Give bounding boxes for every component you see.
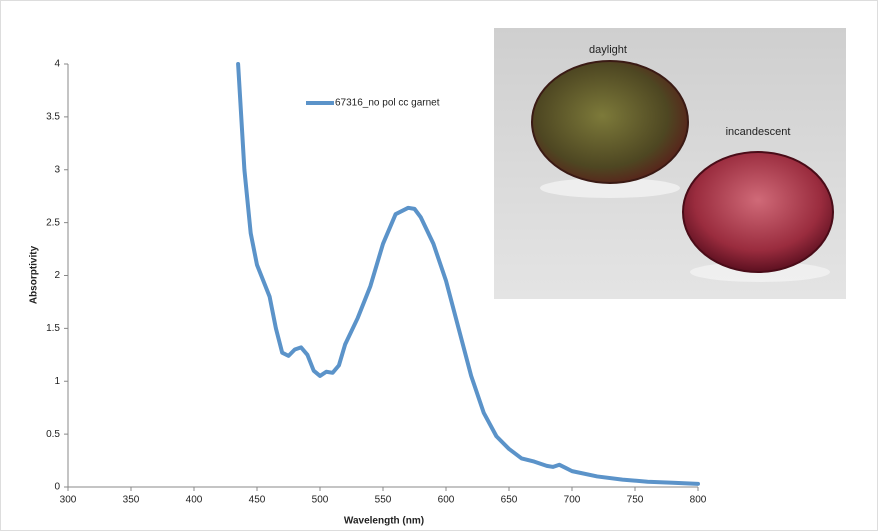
y-tick-label: 1.5 xyxy=(46,323,60,334)
x-tick-label: 800 xyxy=(690,495,707,506)
page: {"chart_data": {"type": "line", "xlabel"… xyxy=(0,0,878,531)
x-tick-label: 750 xyxy=(627,495,644,506)
y-tick-label: 1 xyxy=(54,376,60,387)
y-tick-label: 4 xyxy=(54,59,60,70)
y-tick-label: 0.5 xyxy=(46,429,60,440)
x-tick-label: 450 xyxy=(249,495,266,506)
x-tick-label: 500 xyxy=(312,495,329,506)
x-tick-label: 400 xyxy=(186,495,203,506)
y-tick-label: 2 xyxy=(54,270,60,281)
x-axis-label: Wavelength (nm) xyxy=(344,516,424,527)
x-tick-label: 350 xyxy=(123,495,140,506)
legend-label: 67316_no pol cc garnet xyxy=(335,98,440,109)
x-tick-label: 700 xyxy=(564,495,581,506)
x-tick-label: 650 xyxy=(501,495,518,506)
chart: daylight incandescent Wavelength (nm) Ab… xyxy=(0,0,878,531)
y-axis-label: Absorptivity xyxy=(29,245,40,304)
x-tick-label: 300 xyxy=(60,495,77,506)
x-tick-label: 600 xyxy=(438,495,455,506)
y-tick-label: 3 xyxy=(54,164,60,175)
y-tick-label: 2.5 xyxy=(46,217,60,228)
y-tick-label: 3.5 xyxy=(46,112,60,123)
y-tick-label: 0 xyxy=(54,482,60,493)
photo-label: incandescent xyxy=(726,126,791,138)
x-tick-label: 550 xyxy=(375,495,392,506)
photo-label: daylight xyxy=(589,44,627,56)
photo-inset xyxy=(494,28,846,299)
